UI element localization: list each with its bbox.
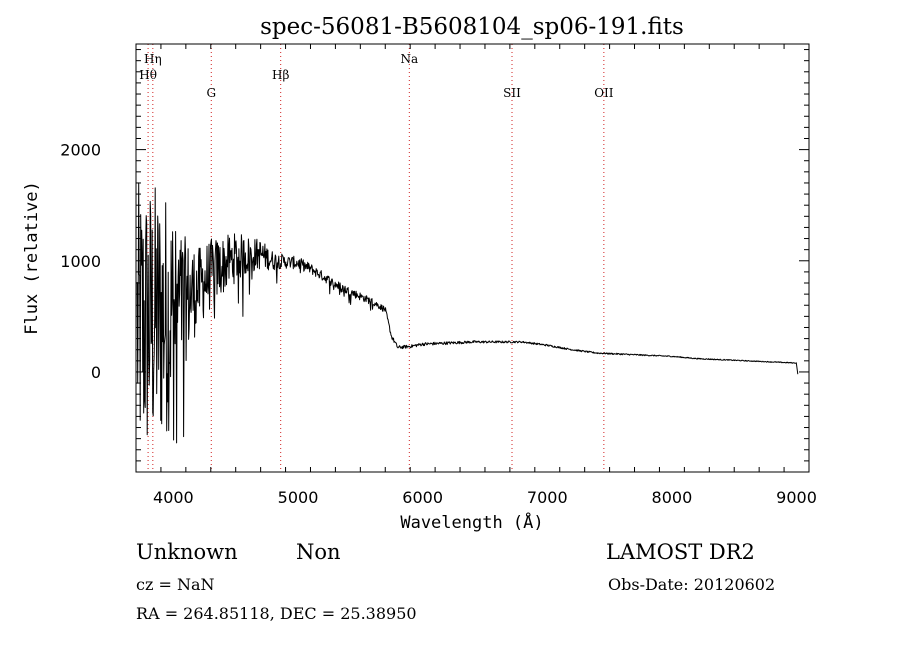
spectral-line-label: Hθ xyxy=(139,68,157,82)
y-tick-label: 1000 xyxy=(60,252,101,271)
x-tick-label: 4000 xyxy=(153,488,194,507)
x-tick-label: 8000 xyxy=(652,488,693,507)
chart-title: spec-56081-B5608104_sp06-191.fits xyxy=(260,14,684,40)
y-tick-label: 0 xyxy=(91,363,101,382)
spectrum-series-line xyxy=(136,182,799,444)
spectral-line-label: G xyxy=(206,86,216,100)
x-axis-label: Wavelength (Å) xyxy=(400,511,543,533)
spectral-line-label: Na xyxy=(400,52,418,66)
observation-date-text: Obs-Date: 20120602 xyxy=(608,575,776,594)
spectral-line-markers: Hη Hθ G Hβ Na SII OII xyxy=(139,44,614,472)
x-tick-label: 7000 xyxy=(527,488,568,507)
spectral-line-label: SII xyxy=(503,86,521,100)
x-tick-label: 5000 xyxy=(278,488,319,507)
x-tick-label: 9000 xyxy=(776,488,817,507)
spectral-line-label: OII xyxy=(594,86,614,100)
spectral-line-label: Hβ xyxy=(272,68,289,82)
object-class-text: Unknown xyxy=(136,540,238,564)
y-axis-label: Flux (relative) xyxy=(22,181,42,335)
redshift-text: cz = NaN xyxy=(136,575,215,594)
coordinates-text: RA = 264.85118, DEC = 25.38950 xyxy=(136,604,417,623)
survey-name-text: LAMOST DR2 xyxy=(606,540,755,564)
object-subclass-text: Non xyxy=(296,540,341,564)
axis-ticks: 4000 5000 6000 7000 8000 9000 0 1000 2000 xyxy=(60,44,817,507)
plot-frame xyxy=(135,43,810,473)
spectral-line-label: Hη xyxy=(144,52,162,66)
y-tick-label: 2000 xyxy=(60,141,101,160)
x-tick-label: 6000 xyxy=(402,488,443,507)
